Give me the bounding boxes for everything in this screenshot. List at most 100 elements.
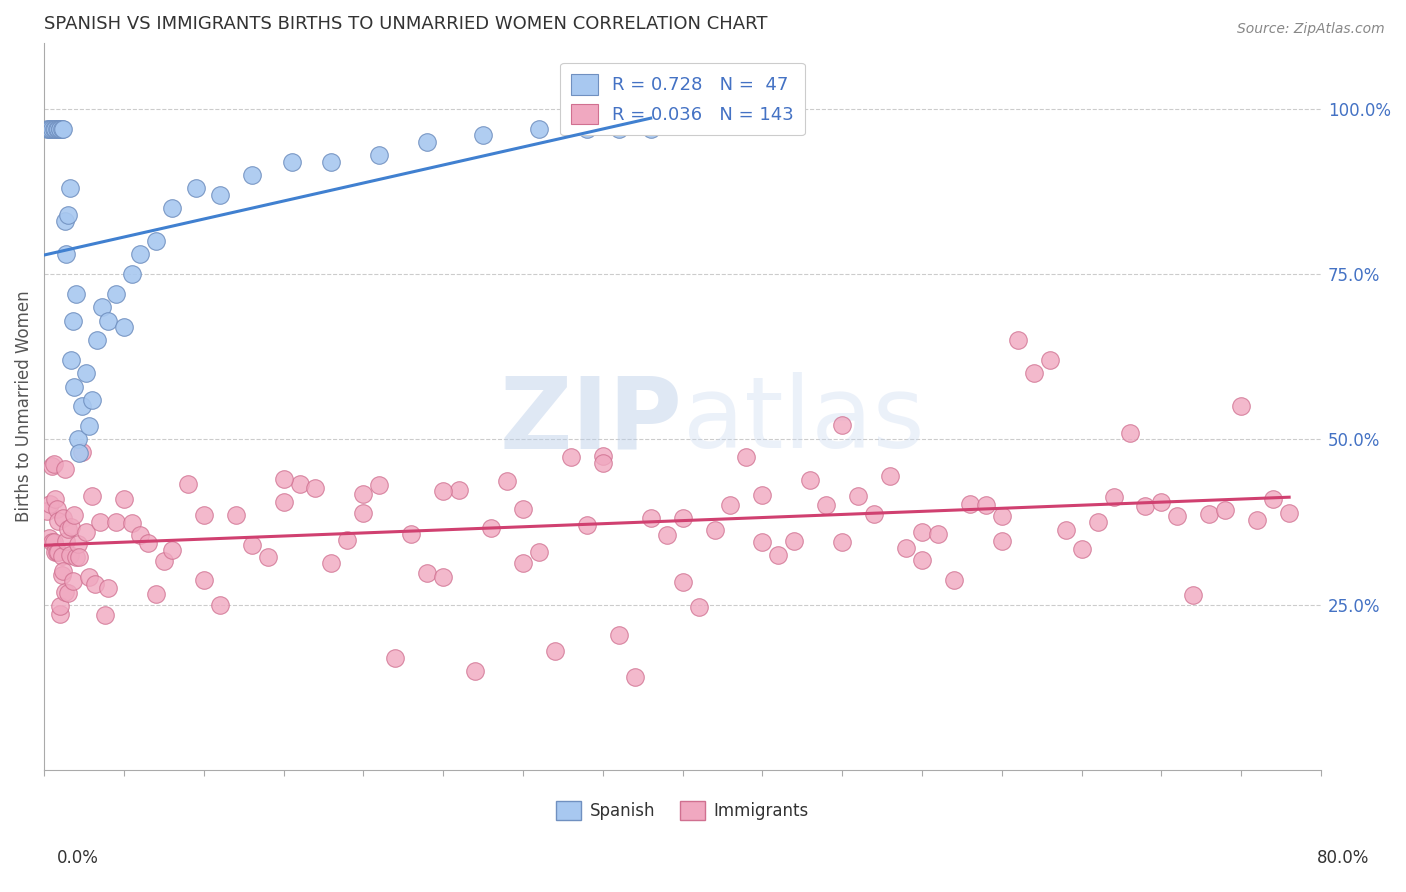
Point [575,121,598,136]
Point [67,446,90,460]
Point [65,287,87,301]
Point [527,544,550,558]
Text: ZIP: ZIP [499,373,682,469]
Point [352,487,374,501]
Point [38,121,60,136]
Point [94,608,117,623]
Point [86,334,108,348]
Point [89,515,111,529]
Point [48,121,70,136]
Point [256,550,278,565]
Point [56,522,79,536]
Point [37,503,59,517]
Point [321,154,343,169]
Point [42,535,65,549]
Point [208,598,231,612]
Point [1007,334,1029,348]
Point [799,473,821,487]
Point [225,508,247,522]
Point [894,541,917,555]
Point [44,121,66,136]
Point [51,549,73,563]
Point [831,534,853,549]
Point [720,499,742,513]
Point [607,121,630,136]
Point [416,135,439,149]
Y-axis label: Births to Unmarried Women: Births to Unmarried Women [15,291,32,522]
Point [1087,515,1109,529]
Point [49,599,72,613]
Point [53,585,76,599]
Point [42,457,65,471]
Point [472,128,495,143]
Point [52,511,75,525]
Point [1054,523,1077,537]
Point [80,489,103,503]
Point [67,550,90,565]
Point [815,498,838,512]
Point [1039,353,1062,368]
Point [655,527,678,541]
Point [703,524,725,538]
Point [783,534,806,549]
Point [184,181,207,195]
Point [1278,506,1301,520]
Point [321,557,343,571]
Point [104,516,127,530]
Point [623,670,645,684]
Point [592,449,614,463]
Point [1022,367,1045,381]
Point [60,520,83,534]
Point [160,542,183,557]
Point [304,481,326,495]
Point [112,491,135,506]
Point [831,417,853,432]
Point [193,508,215,522]
Point [51,121,73,136]
Point [56,208,79,222]
Point [640,121,662,136]
Point [45,121,67,136]
Point [512,556,534,570]
Point [66,433,89,447]
Point [51,568,73,582]
Point [288,476,311,491]
Point [63,379,86,393]
Point [1213,503,1236,517]
Point [1118,425,1140,440]
Point [399,527,422,541]
Point [62,574,84,588]
Point [39,121,62,136]
Point [49,121,72,136]
Point [607,628,630,642]
Text: 0.0%: 0.0% [56,849,98,867]
Point [927,527,949,541]
Point [48,545,70,559]
Point [45,545,67,559]
Point [97,313,120,327]
Point [544,644,567,658]
Point [121,516,143,531]
Point [879,469,901,483]
Point [49,121,72,136]
Point [368,477,391,491]
Point [41,121,63,136]
Point [273,472,295,486]
Point [84,576,107,591]
Point [240,538,263,552]
Point [90,300,112,314]
Text: Source: ZipAtlas.com: Source: ZipAtlas.com [1237,22,1385,37]
Point [432,570,454,584]
Point [863,507,886,521]
Point [53,461,76,475]
Point [193,573,215,587]
Point [177,477,200,491]
Text: SPANISH VS IMMIGRANTS BIRTHS TO UNMARRIED WOMEN CORRELATION CHART: SPANISH VS IMMIGRANTS BIRTHS TO UNMARRIE… [44,15,768,33]
Point [512,501,534,516]
Point [368,148,391,162]
Point [55,534,77,549]
Point [52,121,75,136]
Point [560,450,582,465]
Point [66,537,89,551]
Point [77,570,100,584]
